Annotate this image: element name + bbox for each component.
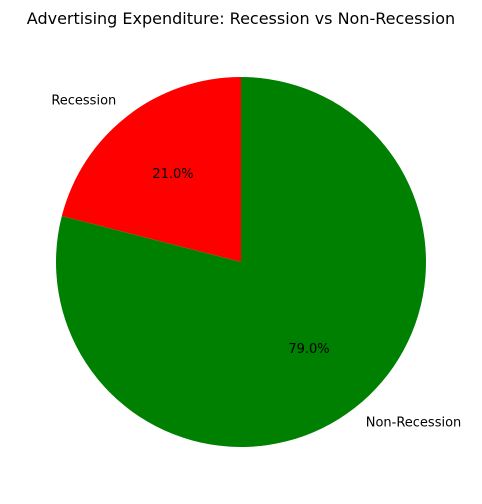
pie-category-label: Non-Recession xyxy=(366,415,462,430)
pie-labels: 21.0% Recession 79.0% Non-Recession xyxy=(51,94,461,431)
pie-slice-non-recession xyxy=(55,77,426,448)
pie-pct-label: 79.0% xyxy=(288,342,329,357)
pie-pct-label: 21.0% xyxy=(152,167,193,182)
chart-title: Advertising Expenditure: Recession vs No… xyxy=(27,9,455,28)
pie-slices xyxy=(55,77,426,448)
pie-category-label: Recession xyxy=(51,94,116,109)
pie-slice-recession xyxy=(61,77,242,262)
